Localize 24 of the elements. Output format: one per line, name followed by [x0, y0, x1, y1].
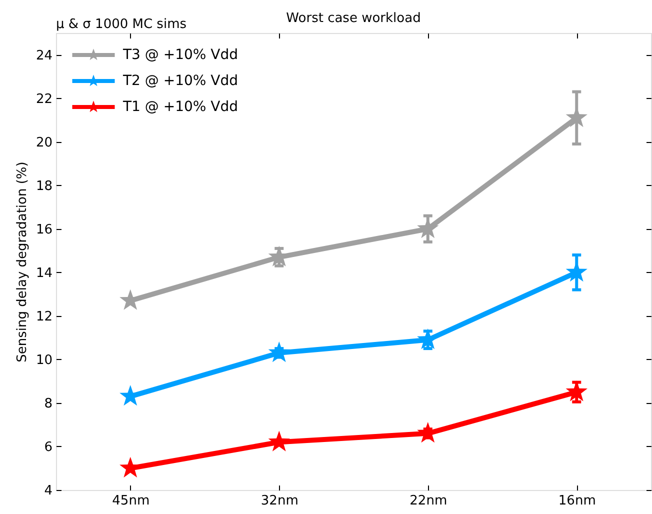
x-tick-label: 45nm — [112, 494, 150, 508]
y-tick-label: 8 — [44, 396, 52, 412]
point — [566, 380, 588, 402]
y-tick-label: 14 — [36, 266, 52, 281]
x-tick-label: 16nm — [558, 494, 596, 508]
x-tick-label: 32nm — [260, 494, 298, 508]
y-tick-label: 22 — [36, 92, 52, 107]
y-tick-label: 18 — [36, 178, 52, 194]
y-axis-title: Sensing delay degradation (%) — [14, 162, 30, 362]
legend-label: T2 @ +10% Vdd — [122, 73, 238, 89]
y-tick-label: 4 — [44, 484, 52, 498]
y-tick-label: 6 — [44, 440, 52, 455]
y-tick-label: 16 — [36, 222, 52, 238]
text: μ & σ 1000 MC sims — [56, 17, 187, 32]
y-tick-label: 12 — [36, 309, 52, 324]
legend-label: T1 @ +10% Vdd — [122, 99, 238, 115]
y-tick-label: 24 — [36, 48, 52, 64]
x-tick-label: 22nm — [410, 494, 448, 508]
legend-label: T3 @ +10% Vdd — [122, 47, 238, 63]
y-tick-label: 20 — [36, 135, 52, 150]
y-tick-label: 10 — [36, 352, 52, 368]
chart-title: Worst case workload — [286, 11, 421, 26]
point — [268, 430, 290, 452]
point — [268, 342, 290, 362]
